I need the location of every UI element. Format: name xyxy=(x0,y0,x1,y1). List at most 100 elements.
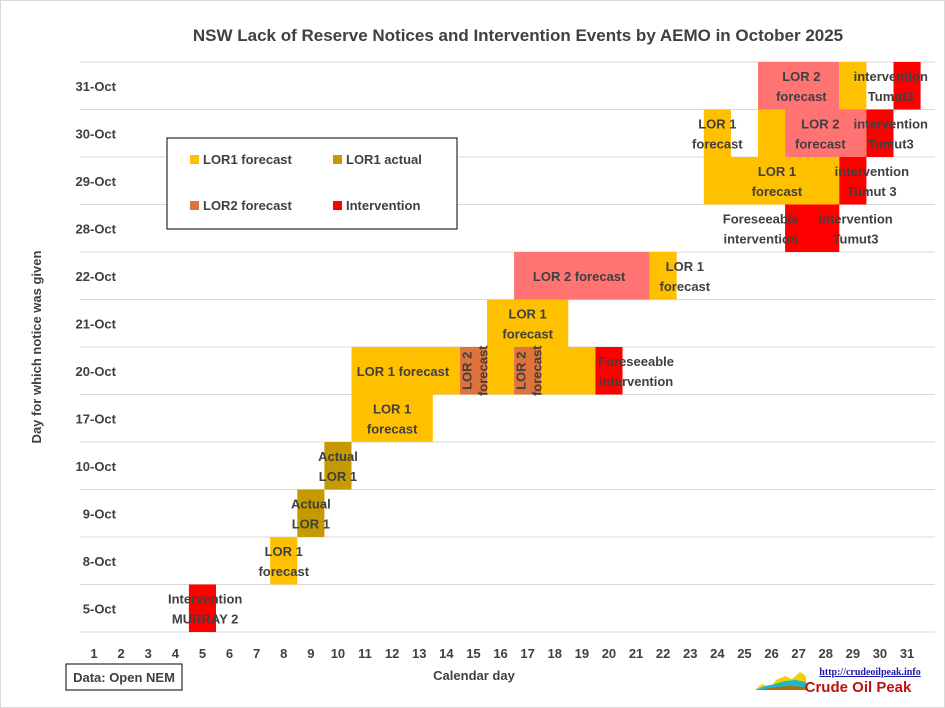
bar-intervention xyxy=(839,157,867,205)
legend-swatch-lor2-forecast xyxy=(190,201,199,210)
annotation-text: forecast xyxy=(258,564,309,579)
annotation-text: LOR 1 xyxy=(758,164,796,179)
legend-label: LOR2 forecast xyxy=(203,198,293,213)
bar-lor1-forecast xyxy=(487,299,569,347)
bar-intervention xyxy=(188,584,216,632)
x-tick-label: 25 xyxy=(737,646,751,661)
annotation-text: LOR 1 xyxy=(666,259,704,274)
annotation-text: LOR 1 xyxy=(265,544,303,559)
annotation-text: Actual xyxy=(318,449,358,464)
annotation-text: forecast xyxy=(660,279,711,294)
logo-url[interactable]: http://crudeoilpeak.info xyxy=(819,667,920,678)
annotation: Foreseeable intervention xyxy=(723,211,799,246)
y-tick-label: 9-Oct xyxy=(83,506,117,521)
x-tick-label: 20 xyxy=(602,646,616,661)
annotation-text: intervention xyxy=(724,231,798,246)
annotation: Actual LOR 1 xyxy=(291,496,331,531)
x-tick-label: 2 xyxy=(118,646,125,661)
source-note: Data: Open NEM xyxy=(65,663,183,691)
x-tick-label: 15 xyxy=(466,646,480,661)
y-axis-label: Day for which notice was given xyxy=(29,251,44,444)
crude-oil-peak-logo: http://crudeoilpeak.info Crude Oil Peak xyxy=(755,667,921,696)
bar-lor1-forecast xyxy=(541,347,596,395)
legend-swatch-lor1-forecast xyxy=(190,155,199,164)
annotation: LOR 1 forecast xyxy=(660,259,711,294)
annotation-text: forecast xyxy=(502,326,553,341)
annotation-text: LOR 1 xyxy=(698,116,736,131)
y-tick-label: 28-Oct xyxy=(76,221,117,236)
annotation-text: Intervention xyxy=(168,591,242,606)
annotation-text: forecast xyxy=(475,345,490,396)
x-tick-label: 27 xyxy=(791,646,805,661)
annotation: LOR 2 forecast xyxy=(533,269,626,284)
annotation: LOR 1 forecast xyxy=(692,116,743,151)
annotation-text: Foreseeable xyxy=(598,354,674,369)
x-tick-label: 29 xyxy=(846,646,860,661)
bar-lor1-forecast xyxy=(649,252,677,300)
annotation: Foreseeable intervention xyxy=(598,354,674,389)
annotation-text: LOR 2 xyxy=(514,352,529,390)
x-tick-label: 10 xyxy=(331,646,345,661)
annotation-text: forecast xyxy=(367,421,418,436)
legend-swatch-intervention xyxy=(333,201,342,210)
annotation-text: Foreseeable xyxy=(723,211,799,226)
x-tick-label: 4 xyxy=(172,646,180,661)
bar-lor1-forecast xyxy=(270,537,298,585)
logo-name: Crude Oil Peak xyxy=(805,679,912,696)
bar-lor2-forecast-block xyxy=(785,109,867,157)
annotation-text: LOR 2 xyxy=(782,69,820,84)
x-tick-label: 24 xyxy=(710,646,725,661)
source-note-text: Data: Open NEM xyxy=(73,670,175,685)
x-tick-label: 23 xyxy=(683,646,697,661)
annotation: LOR 1 forecast xyxy=(367,401,418,436)
x-tick-label: 17 xyxy=(520,646,534,661)
annotation-text: Actual xyxy=(291,496,331,511)
x-tick-label: 16 xyxy=(493,646,507,661)
chart-title: NSW Lack of Reserve Notices and Interven… xyxy=(193,26,843,45)
bar-lor1-forecast xyxy=(839,62,867,110)
annotation: LOR 1 forecast xyxy=(258,544,309,579)
x-tick-label: 13 xyxy=(412,646,426,661)
annotation: intervention Tumut3 xyxy=(854,69,928,104)
bar-lor1-forecast xyxy=(351,394,433,442)
y-tick-label: 30-Oct xyxy=(76,126,117,141)
annotation: intervention Tumut3 xyxy=(818,211,892,246)
annotation-text: intervention xyxy=(835,164,909,179)
bar-lor2-forecast xyxy=(514,347,542,395)
bar-intervention xyxy=(785,204,840,252)
y-tick-label: 22-Oct xyxy=(76,269,117,284)
x-tick-label: 6 xyxy=(226,646,233,661)
annotation-text: forecast xyxy=(692,136,743,151)
y-tick-label: 20-Oct xyxy=(76,364,117,379)
annotation-text: MURRAY 2 xyxy=(172,611,238,626)
bar-lor2-forecast-block xyxy=(758,62,840,110)
bar-intervention xyxy=(893,62,921,110)
bar-lor1-forecast xyxy=(351,347,460,395)
x-tick-label: 28 xyxy=(819,646,833,661)
bar-lor1-forecast xyxy=(703,157,840,205)
legend-label: Intervention xyxy=(346,198,420,213)
annotation-text: intervention xyxy=(599,374,673,389)
annotation-text: forecast xyxy=(752,184,803,199)
annotation-text: Tumut3 xyxy=(833,231,879,246)
legend-box xyxy=(166,137,458,230)
y-tick-label: 17-Oct xyxy=(76,411,117,426)
bar-lor1-actual xyxy=(297,489,325,537)
annotation-text: Tumut3 xyxy=(868,136,914,151)
x-tick-label: 9 xyxy=(307,646,314,661)
annotation-text: LOR 1 xyxy=(509,306,547,321)
y-tick-label: 5-Oct xyxy=(83,601,117,616)
y-tick-label: 21-Oct xyxy=(76,316,117,331)
annotation: intervention Tumut 3 xyxy=(835,164,909,199)
source-note-box xyxy=(65,663,183,691)
bar-intervention xyxy=(866,109,894,157)
bar-lor1-actual xyxy=(324,442,352,490)
legend-label: LOR1 actual xyxy=(346,152,422,167)
annotation-text: LOR 1 forecast xyxy=(357,364,450,379)
annotation: Intervention MURRAY 2 xyxy=(168,591,242,626)
x-tick-label: 22 xyxy=(656,646,670,661)
